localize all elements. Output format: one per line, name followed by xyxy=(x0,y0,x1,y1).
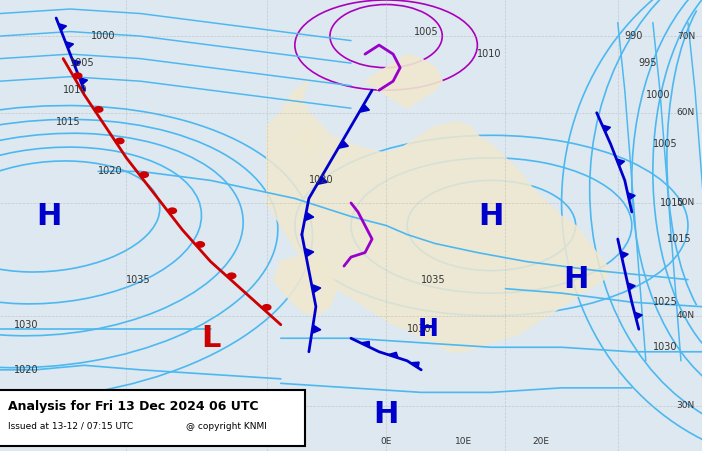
Circle shape xyxy=(168,208,176,213)
Text: 0E: 0E xyxy=(380,437,392,446)
Text: 10E: 10E xyxy=(455,437,472,446)
Polygon shape xyxy=(410,362,419,368)
Text: H: H xyxy=(373,400,399,429)
Text: @ copyright KNMI: @ copyright KNMI xyxy=(186,422,267,431)
Text: 1020: 1020 xyxy=(309,175,333,185)
Circle shape xyxy=(263,305,271,310)
Circle shape xyxy=(74,73,82,78)
Text: 1010: 1010 xyxy=(660,198,684,208)
Text: 1025: 1025 xyxy=(653,297,677,307)
Circle shape xyxy=(196,242,204,247)
Polygon shape xyxy=(65,41,74,49)
Polygon shape xyxy=(621,251,628,258)
Text: 1030: 1030 xyxy=(14,320,39,330)
Text: Analysis for Fri 13 Dec 2024 06 UTC: Analysis for Fri 13 Dec 2024 06 UTC xyxy=(8,400,259,414)
Text: 1030: 1030 xyxy=(407,324,432,334)
FancyBboxPatch shape xyxy=(0,390,305,446)
Text: 1000: 1000 xyxy=(646,90,670,100)
Polygon shape xyxy=(359,104,369,112)
Text: 1005: 1005 xyxy=(414,27,439,37)
Text: 990: 990 xyxy=(625,31,643,41)
Text: 1000: 1000 xyxy=(91,31,116,41)
Text: 1010: 1010 xyxy=(477,49,502,59)
Polygon shape xyxy=(267,81,611,352)
Polygon shape xyxy=(616,159,625,166)
Polygon shape xyxy=(361,341,369,347)
Circle shape xyxy=(140,172,148,177)
Text: H: H xyxy=(479,202,504,231)
Polygon shape xyxy=(338,140,348,148)
Text: 1035: 1035 xyxy=(126,275,151,285)
Circle shape xyxy=(95,107,103,112)
Polygon shape xyxy=(635,312,642,319)
Polygon shape xyxy=(295,126,316,158)
Polygon shape xyxy=(388,352,398,358)
Text: H: H xyxy=(563,265,588,294)
Polygon shape xyxy=(58,23,67,31)
Text: L: L xyxy=(201,324,220,353)
Polygon shape xyxy=(305,212,314,221)
Polygon shape xyxy=(365,54,442,108)
Text: 50N: 50N xyxy=(677,198,695,207)
Polygon shape xyxy=(602,125,611,132)
Circle shape xyxy=(116,138,124,144)
Polygon shape xyxy=(274,257,337,316)
Polygon shape xyxy=(72,60,81,67)
Polygon shape xyxy=(79,78,88,85)
Text: 1020: 1020 xyxy=(14,365,39,375)
Polygon shape xyxy=(628,283,635,290)
Text: 1030: 1030 xyxy=(653,342,677,352)
Text: 30N: 30N xyxy=(677,401,695,410)
Text: 1035: 1035 xyxy=(421,275,446,285)
Text: 995: 995 xyxy=(639,58,657,68)
Text: H: H xyxy=(37,202,62,231)
Text: 20E: 20E xyxy=(532,437,549,446)
Text: 1015: 1015 xyxy=(56,117,81,127)
Text: 70N: 70N xyxy=(677,32,695,41)
Polygon shape xyxy=(312,325,321,334)
Text: 1010: 1010 xyxy=(63,85,88,95)
Text: 40N: 40N xyxy=(677,311,695,320)
Polygon shape xyxy=(312,284,321,293)
Text: 1015: 1015 xyxy=(667,234,691,244)
Text: 60N: 60N xyxy=(677,108,695,117)
Polygon shape xyxy=(317,176,327,184)
Circle shape xyxy=(227,273,236,279)
Text: 1005: 1005 xyxy=(653,139,677,149)
Text: 1020: 1020 xyxy=(98,166,123,176)
Polygon shape xyxy=(305,248,314,257)
Text: 1005: 1005 xyxy=(70,58,95,68)
Text: H: H xyxy=(418,317,439,341)
Text: Issued at 13-12 / 07:15 UTC: Issued at 13-12 / 07:15 UTC xyxy=(8,422,133,431)
Polygon shape xyxy=(628,193,635,200)
